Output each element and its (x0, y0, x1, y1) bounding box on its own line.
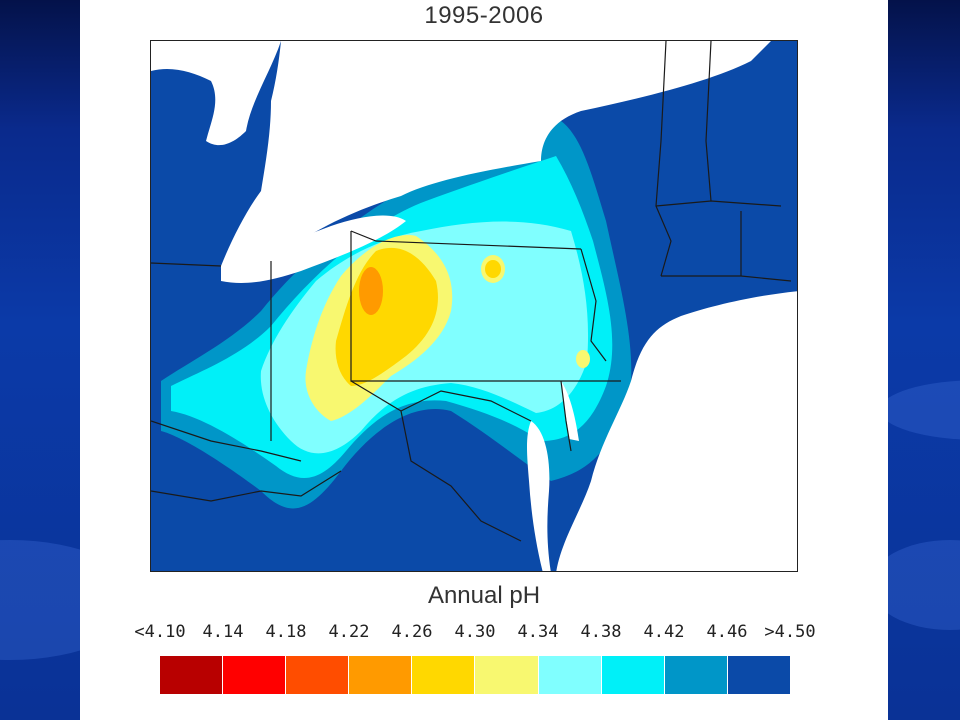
atlantic-ocean (556, 291, 797, 571)
contour-spot-426 (485, 260, 501, 278)
legend-tick-label: >4.50 (764, 622, 816, 642)
chesapeake-bay (527, 421, 551, 571)
contour-band-422 (359, 267, 383, 315)
slide-panel: 1995-2006 (80, 0, 888, 720)
legend-color-bar (160, 656, 790, 694)
legend-tick-labels: <4.10 4.14 4.18 4.22 4.26 4.30 4.34 4.38… (134, 622, 815, 648)
legend-swatch (348, 656, 412, 694)
legend-tick-label: 4.14 (202, 622, 244, 642)
legend-swatch (537, 656, 601, 694)
legend-tick-label: <4.10 (134, 622, 186, 642)
legend-tick-label: 4.46 (706, 622, 748, 642)
map-svg (151, 41, 797, 571)
ph-contour-map (150, 40, 798, 572)
legend-tick-label: 4.30 (454, 622, 496, 642)
state-boundaries (151, 41, 792, 542)
legend-swatch (600, 656, 664, 694)
lake-huron-erie (221, 41, 771, 276)
legend-tick-label: 4.42 (643, 622, 685, 642)
legend-swatch (222, 656, 286, 694)
delaware-bay (561, 381, 579, 441)
legend-swatch (663, 656, 727, 694)
legend-tick-label: 4.26 (391, 622, 433, 642)
legend-tick-label: 4.38 (580, 622, 622, 642)
legend-swatch (285, 656, 349, 694)
legend-swatch (160, 656, 223, 694)
legend-swatch (474, 656, 538, 694)
lake-erie (221, 215, 406, 283)
map-title: 1995-2006 (424, 2, 544, 29)
lake-michigan (151, 41, 281, 146)
legend-tick-label: 4.34 (517, 622, 559, 642)
legend-swatch (411, 656, 475, 694)
background-decoration (880, 380, 960, 440)
legend-tick-label: 4.22 (328, 622, 370, 642)
contour-spot-430 (576, 350, 590, 368)
legend-swatch (726, 656, 790, 694)
legend-tick-label: 4.18 (265, 622, 307, 642)
map-subtitle: Annual pH (427, 582, 541, 609)
